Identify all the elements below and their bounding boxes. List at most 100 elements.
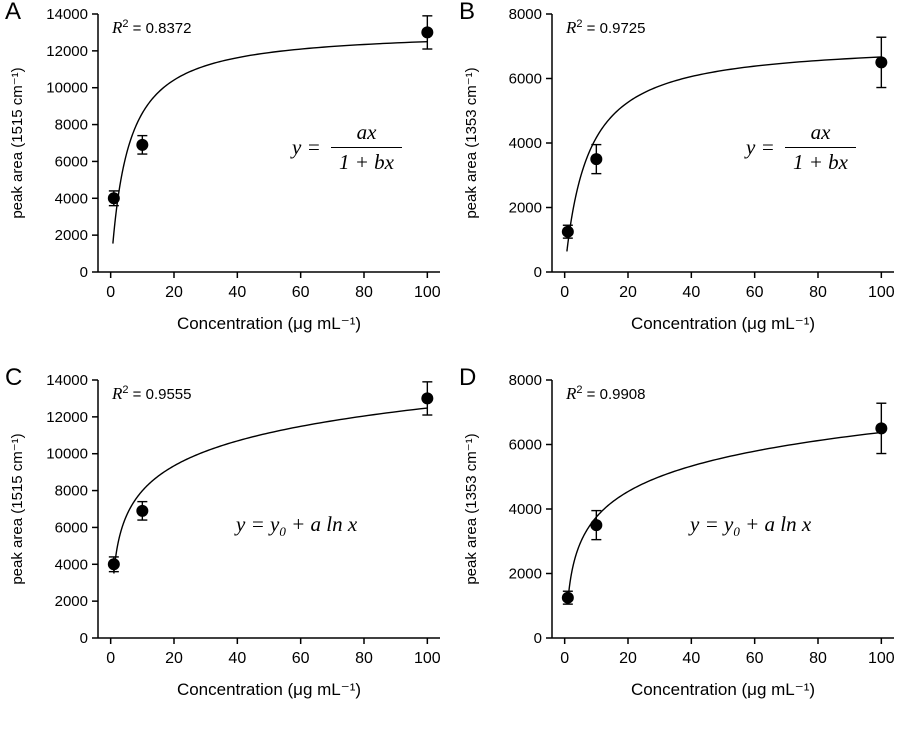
x-tick-label: 20: [165, 284, 183, 301]
panel-C: 0 2000 4000 6000 8000 10000 12000 14000 0 20 40 60 8…: [0, 366, 454, 731]
y-tick-label: 8000: [509, 6, 542, 23]
equation-pre: y = y: [690, 512, 734, 536]
chart-C: 0 2000 4000 6000 8000 10000 12000 14000 0 20 40 60 8…: [0, 366, 454, 711]
x-tick-label: 80: [809, 284, 827, 301]
data-point: [421, 392, 434, 405]
y-tick-label: 2000: [55, 593, 88, 610]
y-axis-label: peak area (1353 cm⁻¹): [463, 67, 480, 218]
y-tick-label: 6000: [55, 519, 88, 536]
chart-B: 0 2000 4000 6000 8000 0 20 40 60 80 100 Concentrati…: [454, 0, 908, 345]
r-symbol: R: [112, 384, 123, 403]
y-tick-label: 2000: [509, 566, 542, 583]
data-point: [590, 519, 603, 532]
r-squared-B: R2 = 0.9725: [566, 18, 646, 38]
y-tick-label: 6000: [509, 437, 542, 454]
panel-A: 0 2000 4000 6000 8000 10000 12000 14000 0 20 40 60 8…: [0, 0, 454, 366]
y-tick-label: 0: [80, 630, 88, 647]
x-tick-label: 80: [355, 284, 373, 301]
x-axis-label: Concentration (μg mL⁻¹): [631, 680, 815, 699]
y-tick-label: 0: [534, 630, 542, 647]
y-axis-label: peak area (1515 cm⁻¹): [9, 67, 26, 218]
equation-subscript: 0: [279, 524, 286, 540]
x-tick-label: 40: [682, 650, 700, 667]
x-axis-label: Concentration (μg mL⁻¹): [177, 314, 361, 333]
r-exponent: 2: [576, 18, 583, 30]
data-point: [875, 422, 888, 435]
panel-B: 0 2000 4000 6000 8000 0 20 40 60 80 100 Concentrati…: [454, 0, 908, 366]
equation-numerator: ax: [331, 120, 402, 148]
x-tick-label: 40: [228, 650, 246, 667]
r-exponent: 2: [122, 18, 129, 30]
x-tick-label: 100: [868, 650, 895, 667]
equation-numerator: ax: [785, 120, 856, 148]
y-axis-label: peak area (1515 cm⁻¹): [9, 433, 26, 584]
y-tick-label: 8000: [55, 117, 88, 134]
x-tick-label: 0: [560, 284, 569, 301]
chart-D: 0 2000 4000 6000 8000 0 20 40 60 80 100 Concentrati…: [454, 366, 908, 711]
data-point: [561, 225, 574, 238]
data-point: [136, 138, 149, 151]
r-symbol: R: [566, 18, 577, 37]
r-symbol: R: [112, 18, 123, 37]
y-tick-label: 12000: [46, 409, 88, 426]
x-tick-label: 20: [165, 650, 183, 667]
x-tick-label: 60: [746, 650, 764, 667]
x-tick-label: 20: [619, 650, 637, 667]
x-tick-label: 60: [746, 284, 764, 301]
panel-D: 0 2000 4000 6000 8000 0 20 40 60 80 100 Concentrati…: [454, 366, 908, 731]
x-tick-label: 100: [868, 284, 895, 301]
x-tick-label: 20: [619, 284, 637, 301]
x-tick-label: 0: [106, 284, 115, 301]
data-point: [421, 26, 434, 39]
x-tick-label: 80: [809, 650, 827, 667]
x-axis-label: Concentration (μg mL⁻¹): [631, 314, 815, 333]
fit-equation-A: y = ax 1 + bx: [292, 120, 402, 175]
x-tick-label: 80: [355, 650, 373, 667]
equation-fraction: ax 1 + bx: [331, 120, 402, 175]
y-tick-label: 4000: [509, 501, 542, 518]
fit-curve: [112, 40, 428, 244]
equation-denominator: 1 + bx: [793, 150, 848, 174]
r-symbol: R: [566, 384, 577, 403]
data-point: [107, 192, 120, 205]
data-point: [561, 591, 574, 604]
r-squared-C: R2 = 0.9555: [112, 384, 192, 404]
y-tick-label: 4000: [509, 135, 542, 152]
r-squared-D: R2 = 0.9908: [566, 384, 646, 404]
equation-fraction: ax 1 + bx: [785, 120, 856, 175]
panel-label-B: B: [459, 0, 476, 25]
equation-denominator: 1 + bx: [339, 150, 394, 174]
y-tick-label: 14000: [46, 372, 88, 389]
equation-lhs: y =: [292, 135, 326, 159]
r-value: = 0.8372: [128, 20, 192, 37]
y-tick-label: 0: [80, 264, 88, 281]
r-value: = 0.9555: [128, 386, 192, 403]
x-tick-label: 0: [560, 650, 569, 667]
x-tick-label: 60: [292, 650, 310, 667]
r-exponent: 2: [122, 384, 129, 396]
y-tick-label: 2000: [509, 200, 542, 217]
equation-post: + a ln x: [739, 512, 812, 536]
data-point: [590, 153, 603, 166]
x-tick-label: 60: [292, 284, 310, 301]
data-point: [136, 504, 149, 517]
chart-svg-B: 0 2000 4000 6000 8000 0 20 40 60 80 100 Concentrati…: [463, 6, 895, 333]
y-tick-label: 10000: [46, 80, 88, 97]
chart-A: 0 2000 4000 6000 8000 10000 12000 14000 0 20 40 60 8…: [0, 0, 454, 345]
r-exponent: 2: [576, 384, 583, 396]
y-axis-label: peak area (1353 cm⁻¹): [463, 433, 480, 584]
chart-svg-A: 0 2000 4000 6000 8000 10000 12000 14000 0 20 40 60 8…: [9, 6, 441, 333]
x-tick-label: 40: [682, 284, 700, 301]
y-tick-label: 12000: [46, 43, 88, 60]
data-point: [107, 558, 120, 571]
fit-equation-C: y = y0 + a ln x: [236, 512, 357, 540]
fit-curve: [113, 407, 428, 574]
r-squared-A: R2 = 0.8372: [112, 18, 192, 38]
panel-label-D: D: [459, 364, 477, 391]
panel-label-C: C: [5, 364, 23, 391]
equation-lhs: y =: [746, 135, 780, 159]
y-tick-label: 8000: [55, 483, 88, 500]
